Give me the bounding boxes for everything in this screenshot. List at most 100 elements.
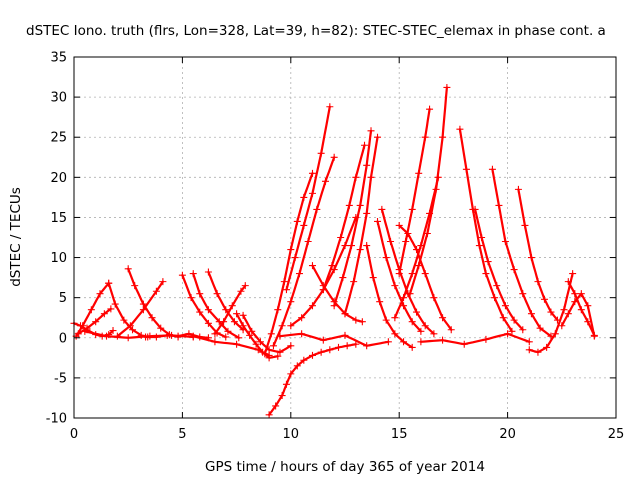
data-point [211,338,219,346]
data-point [363,161,371,169]
data-point [384,338,392,346]
data-point [400,294,408,302]
data-point [239,322,247,330]
data-point [103,332,111,340]
data-point [536,324,544,332]
data-point [222,306,230,314]
data-series [282,103,334,294]
y-tick-label: 30 [50,91,67,106]
data-point [352,340,360,348]
data-point [501,302,509,310]
data-point [356,201,364,209]
data-point [87,306,95,314]
data-point [352,173,360,181]
data-point [408,318,416,326]
data-point [363,209,371,217]
chart-title: dSTEC Iono. truth (flrs, Lon=328, Lat=39… [26,23,606,39]
data-point [408,343,416,351]
data-point [293,217,301,225]
data-series [276,330,392,350]
data-point [274,352,282,360]
data-point [239,311,247,319]
data-series [391,173,442,322]
series-line [181,274,227,339]
data-point [109,327,117,335]
data-point [348,242,356,250]
data-point [378,205,386,213]
data-point [482,270,490,278]
series-line [322,144,366,291]
data-point [564,310,572,318]
data-point [120,316,128,324]
data-point [254,346,262,354]
data-point [79,322,87,330]
data-point [358,318,366,326]
data-point [560,306,568,314]
data-point [224,327,232,335]
data-series [341,133,382,318]
y-axis-label: dSTEC / TECUs [8,187,24,287]
data-point [293,362,301,370]
data-point [343,342,351,350]
series-line [285,105,331,291]
data-point [478,234,486,241]
data-point [527,310,535,318]
data-point [367,127,375,135]
data-point [495,201,503,209]
series-line [560,292,596,338]
data-point [204,319,212,327]
data-point [361,141,369,149]
series-line [272,156,336,347]
data-point [148,314,156,322]
data-point [408,205,416,213]
series-line [393,176,440,319]
data-point [235,334,243,342]
data-point [304,238,312,246]
data-series [514,185,561,324]
data-point [211,330,219,338]
series-line [376,220,422,333]
y-tick-label: 20 [50,171,67,186]
data-point [514,185,522,193]
data-series [395,105,434,278]
data-point [282,286,290,294]
data-point [278,392,286,400]
data-point [391,330,399,338]
y-tick-label: 5 [59,291,67,306]
y-tick-label: 15 [50,211,67,226]
data-point [233,310,241,318]
data-point [196,290,204,298]
series-line [517,188,559,322]
series-line [242,314,292,354]
x-axis-label: GPS time / hours of day 365 of year 2014 [205,459,485,475]
data-point [107,305,115,313]
series-line [278,332,390,347]
series-line [398,108,431,275]
data-point [439,314,447,322]
data-point [328,262,336,270]
data-point [189,332,197,340]
series-line [458,128,513,333]
data-point [308,262,316,270]
data-point [521,221,529,229]
data-point [159,278,167,286]
data-series [287,213,360,330]
series-line [127,267,180,339]
data-point [434,173,442,181]
data-point [525,338,533,346]
y-tick-label: 0 [59,331,67,346]
data-point [527,254,535,262]
data-point [168,331,176,339]
data-point [326,103,334,111]
data-point [308,302,316,310]
data-series [564,278,598,339]
data-point [551,330,559,338]
data-point [334,343,342,351]
data-point [508,327,516,335]
data-point [92,318,100,326]
data-point [246,331,254,339]
data-point [417,242,425,250]
data-series [189,270,243,342]
x-tick-label: 20 [499,427,516,442]
series-line [192,272,240,339]
